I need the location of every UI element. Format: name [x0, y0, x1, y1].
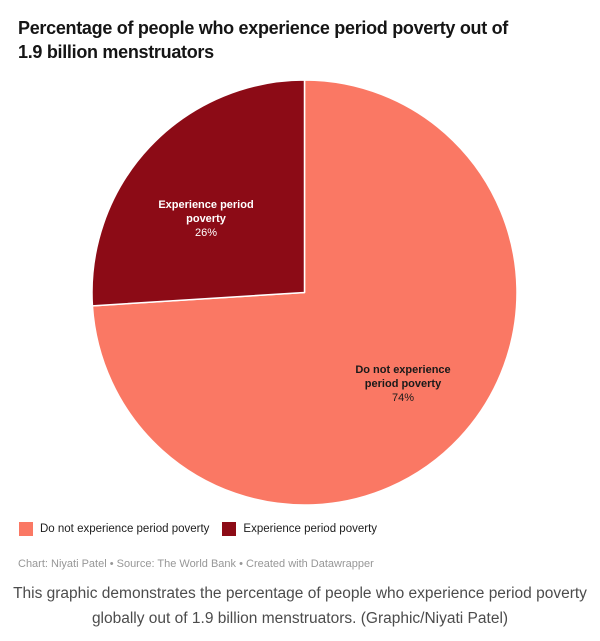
legend-swatch-experience [222, 522, 237, 536]
legend-label: Do not experience period poverty [40, 523, 210, 535]
pie-label-experience-period-poverty: Experience period poverty 26% [141, 198, 271, 240]
attribution-line: Chart: Niyati Patel • Source: The World … [18, 558, 374, 570]
chart-title: Percentage of people who experience peri… [18, 16, 508, 64]
pie-label-value: 26% [194, 227, 218, 239]
pie-label-do-not-experience-period-poverty: Do not experience period poverty 74% [338, 363, 468, 405]
pie-label-text: Do not experience period poverty [355, 364, 451, 390]
pie-label-text: Experience period poverty [158, 199, 254, 225]
legend-swatch-do-not-experience [19, 522, 33, 536]
legend-item-experience: Experience period poverty [222, 522, 377, 536]
legend: Do not experience period poverty Experie… [19, 522, 377, 536]
pie-slices [91, 79, 518, 506]
legend-label: Experience period poverty [243, 523, 378, 535]
pie-label-value: 74% [391, 392, 415, 404]
chart-title-line2: 1.9 billion menstruators [18, 42, 214, 62]
pie-slice-1 [91, 79, 306, 307]
chart-title-line1: Percentage of people who experience peri… [18, 18, 509, 38]
legend-item-do-not-experience: Do not experience period poverty [19, 522, 209, 536]
caption: This graphic demonstrates the percentage… [13, 585, 587, 627]
